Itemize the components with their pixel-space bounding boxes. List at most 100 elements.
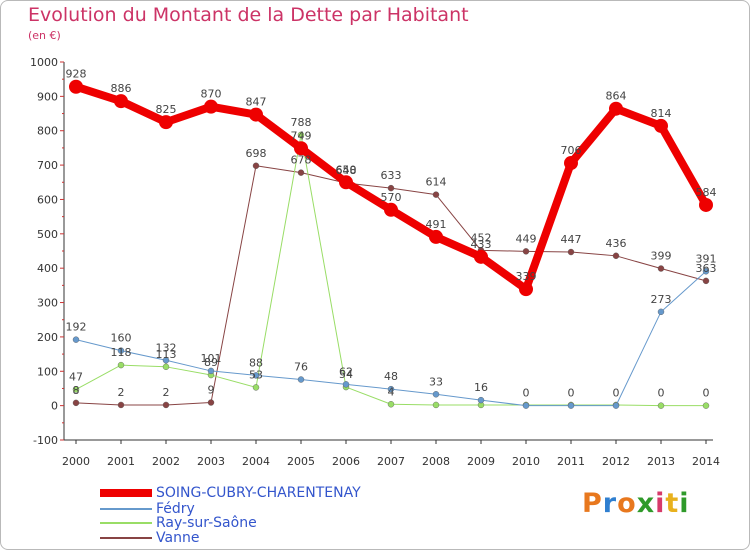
series-0-label-2010: 339	[516, 270, 537, 283]
series-0-label-2008: 491	[426, 218, 447, 231]
series-0-label-2013: 814	[651, 107, 672, 120]
series-2-label-2004: 53	[249, 368, 263, 381]
legend-label-fedry: Fédry	[156, 501, 195, 517]
series-0-label-2011: 706	[561, 144, 582, 157]
proxiti-logo: Proxiti	[582, 488, 690, 519]
legend-swatch-ray	[100, 522, 152, 524]
series-0-point-2000	[69, 79, 83, 94]
legend-item-soing: SOING-CUBRY-CHARENTENAY	[100, 485, 361, 501]
series-3-point-2008	[432, 191, 440, 198]
series-1-label-2013: 273	[651, 293, 672, 306]
legend-swatch-vanne	[100, 537, 152, 539]
series-0-point-2004	[249, 107, 263, 122]
x-tick-label-2005: 2005	[287, 455, 315, 468]
series-0-label-2000: 928	[66, 68, 87, 81]
x-tick-label-2006: 2006	[332, 455, 360, 468]
series-3-label-2007: 633	[381, 169, 402, 182]
logo-letter: r	[602, 488, 618, 519]
series-1-point-2008	[432, 391, 440, 398]
series-3-label-2014: 363	[696, 262, 717, 275]
series-3-label-2013: 399	[651, 250, 672, 263]
series-2-label-2000: 47	[69, 370, 83, 383]
series-0-label-2005: 749	[291, 129, 312, 142]
series-0-point-2013	[654, 118, 668, 133]
series-0-label-2004: 847	[246, 96, 267, 109]
series-0-label-2002: 825	[156, 103, 177, 116]
series-1-label-2011: 0	[568, 387, 575, 400]
series-3-point-2007	[387, 184, 395, 192]
series-0-label-2012: 864	[606, 90, 627, 103]
x-tick-label-2014: 2014	[692, 455, 720, 468]
series-3-point-2001	[117, 401, 125, 409]
legend-swatch-fedry	[100, 508, 152, 510]
series-0-label-2006: 650	[336, 163, 357, 176]
series-1-label-2003: 101	[201, 352, 222, 365]
series-3-label-2010: 449	[516, 232, 537, 245]
series-1-point-2010	[522, 402, 530, 409]
x-tick-label-2009: 2009	[467, 455, 495, 468]
legend-label-ray: Ray-sur-Saône	[156, 515, 257, 531]
series-0-point-2009	[474, 249, 488, 264]
series-3-label-2011: 447	[561, 233, 582, 246]
series-2-label-2007: 4	[388, 385, 395, 398]
y-tick-label-1000: 1000	[30, 56, 58, 69]
series-1-point-2006	[342, 381, 350, 388]
legend-label-vanne: Vanne	[156, 530, 200, 546]
series-0-point-2011	[564, 156, 578, 171]
y-tick-label-400: 400	[37, 262, 58, 275]
series-1-label-2004: 88	[249, 356, 263, 369]
x-tick-label-2012: 2012	[602, 455, 630, 468]
x-tick-label-2007: 2007	[377, 455, 405, 468]
logo-letter: o	[617, 488, 637, 519]
series-1-point-2004	[252, 372, 260, 379]
series-1-label-2014: 391	[696, 252, 717, 265]
series-2-point-2001	[117, 361, 125, 369]
y-tick-label-100: 100	[37, 365, 58, 378]
series-2-label-2013: 0	[658, 387, 665, 400]
series-3-point-2004	[252, 162, 260, 169]
y-tick-label-0: 0	[51, 400, 58, 413]
series-2-point-2014	[702, 402, 710, 409]
series-1-label-2007: 48	[384, 370, 398, 383]
legend-label-soing: SOING-CUBRY-CHARENTENAY	[156, 485, 361, 501]
x-tick-label-2001: 2001	[107, 455, 135, 468]
series-2-label-2005: 788	[291, 116, 312, 129]
series-2-label-2003: 89	[204, 356, 218, 369]
series-2-point-2008	[432, 401, 440, 409]
x-tick-label-2011: 2011	[557, 455, 585, 468]
series-1-label-2001: 160	[111, 332, 132, 345]
x-tick-label-2010: 2010	[512, 455, 540, 468]
series-3-label-2009: 452	[471, 231, 492, 244]
series-1-point-2005	[297, 376, 305, 383]
series-3-point-2013	[657, 265, 665, 272]
series-1-label-2012: 0	[613, 387, 620, 400]
series-0-point-2008	[429, 229, 443, 244]
series-2-point-2004	[252, 384, 260, 391]
series-3-label-2003: 9	[208, 384, 215, 397]
series-2-label-2006: 54	[339, 368, 353, 381]
series-1-label-2002: 132	[156, 341, 177, 354]
series-0-label-2001: 886	[111, 82, 132, 95]
series-3-label-2000: 8	[73, 384, 80, 397]
series-3-label-2005: 678	[291, 154, 312, 167]
chart-title: Evolution du Montant de la Dette par Hab…	[28, 4, 469, 26]
x-tick-label-2008: 2008	[422, 455, 450, 468]
series-3-label-2008: 614	[426, 176, 447, 189]
series-1-label-2010: 0	[523, 387, 530, 400]
series-3-label-2012: 436	[606, 237, 627, 250]
series-1-label-2008: 33	[429, 375, 443, 388]
legend-swatch-soing	[100, 489, 152, 497]
series-0-point-2003	[204, 99, 218, 114]
series-1-label-2009: 16	[474, 381, 488, 394]
series-2-point-2013	[657, 402, 665, 409]
series-0-point-2007	[384, 202, 398, 217]
logo-letter: i	[655, 488, 666, 519]
series-2-point-2005	[297, 131, 305, 139]
x-tick-label-2002: 2002	[152, 455, 180, 468]
series-2-point-2000	[72, 386, 80, 393]
logo-letter: t	[665, 488, 680, 519]
series-1-point-2012	[612, 402, 620, 409]
series-1-label-2006: 62	[339, 365, 353, 378]
series-0-label-2014: 584	[696, 186, 717, 199]
series-1-label-2000: 192	[66, 321, 87, 334]
